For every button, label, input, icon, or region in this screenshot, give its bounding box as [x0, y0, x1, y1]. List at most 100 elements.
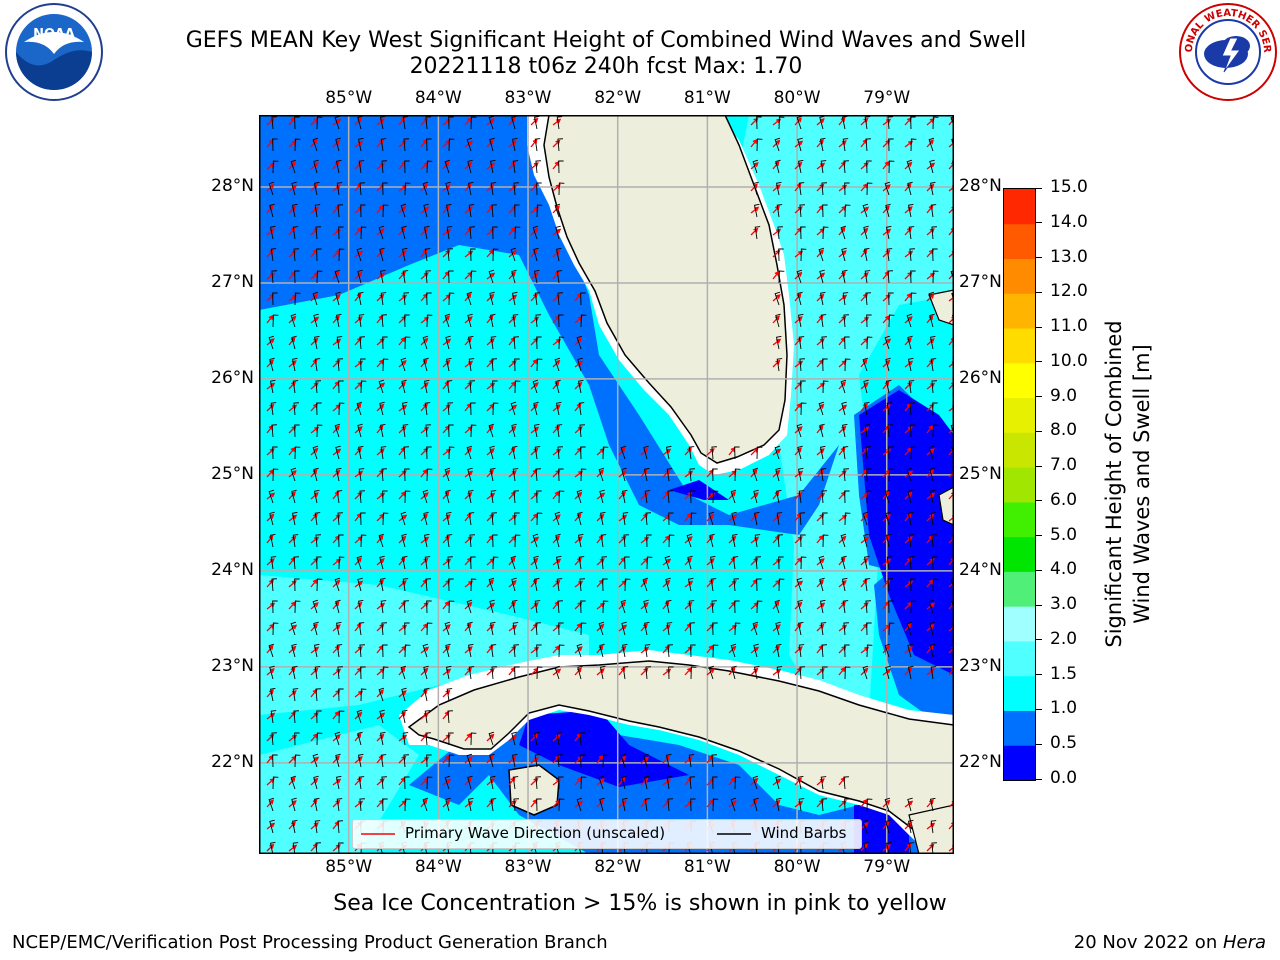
wind-barb [492, 534, 498, 548]
wind-barb [272, 160, 279, 174]
wind-barb [796, 269, 803, 284]
colorbar-band [1004, 640, 1035, 677]
wind-barb [514, 666, 520, 680]
wind-barb [290, 467, 297, 482]
wind-barb [378, 533, 385, 548]
wind-barb [467, 181, 474, 196]
wind-barb [356, 555, 363, 570]
wind-barb [358, 160, 365, 174]
wind-barb [577, 357, 583, 372]
wind-barb [775, 467, 781, 482]
andros-land [938, 486, 954, 526]
wind-barb [270, 248, 277, 262]
colorbar-tick-label: 7.0 [1050, 455, 1078, 476]
wind-barb [467, 775, 473, 790]
wave-direction-arrow [750, 492, 759, 500]
wind-barb [270, 402, 277, 416]
wave-direction-arrow [266, 534, 274, 544]
wind-barb [712, 468, 718, 482]
wind-barb [775, 643, 782, 658]
wave-direction-arrow [794, 140, 804, 148]
wave-direction-arrow [398, 556, 406, 566]
colorbar-tick-label: 13.0 [1050, 246, 1088, 267]
wind-barb [423, 687, 430, 702]
wind-barb [929, 181, 936, 196]
wind-barb [490, 490, 497, 504]
wave-direction-arrow [640, 756, 650, 764]
wind-barb [491, 204, 497, 218]
wind-barb [489, 159, 496, 174]
wind-barb [534, 754, 541, 768]
wave-direction-arrow [266, 314, 274, 324]
wind-barb [580, 314, 587, 328]
wind-barb [753, 797, 759, 812]
wind-barb [756, 138, 763, 152]
wind-barb [335, 291, 341, 306]
wind-barb [866, 182, 873, 196]
wind-barb [866, 622, 872, 636]
wind-barb [313, 313, 319, 328]
wind-barb [448, 424, 454, 438]
wave-direction-arrow [904, 800, 914, 808]
wave-direction-arrow [288, 404, 298, 412]
wind-barb [799, 358, 805, 372]
wind-barb [555, 555, 562, 570]
wind-barb [535, 160, 541, 174]
wind-barb [731, 511, 737, 526]
wind-barb [467, 159, 473, 174]
wave-direction-arrow [904, 250, 914, 258]
wind-barb [423, 511, 429, 526]
wind-barb [359, 336, 365, 350]
wind-barb [357, 445, 364, 460]
wave-direction-arrow [398, 666, 406, 676]
wind-barb [272, 622, 279, 636]
wind-barb [272, 314, 279, 328]
wind-barb [334, 577, 341, 592]
wave-direction-arrow [904, 381, 913, 390]
wind-barb [862, 357, 869, 372]
wind-barb [293, 402, 299, 416]
wind-barb [514, 380, 521, 394]
wind-barb [910, 446, 917, 460]
wind-barb [931, 534, 937, 548]
wind-barb [512, 468, 519, 482]
wind-barb [643, 621, 650, 636]
wind-barb [338, 402, 345, 416]
lon-label-top: 85°W [325, 88, 373, 108]
wind-barb [712, 622, 718, 636]
wave-direction-arrow [288, 535, 297, 544]
wind-barb [666, 468, 673, 482]
wind-barb [557, 292, 563, 306]
wave-direction-arrow [354, 402, 362, 412]
wave-direction-arrow [310, 798, 318, 808]
wind-barb [843, 776, 849, 790]
wave-direction-arrow [926, 139, 934, 148]
wind-barb [800, 248, 807, 262]
wind-barb [686, 533, 693, 548]
wind-barb [313, 467, 319, 482]
wind-barb [932, 270, 939, 284]
wave-direction-arrow [442, 600, 450, 610]
wind-barb [514, 358, 520, 372]
lat-label-left: 26°N [211, 367, 254, 388]
wave-direction-arrow [948, 381, 954, 390]
wind-barb [269, 511, 275, 526]
wave-direction-arrow [948, 491, 954, 500]
wind-barb [381, 314, 387, 328]
wind-barb [862, 819, 869, 834]
wind-barb [444, 467, 451, 482]
wind-barb [558, 798, 565, 812]
wind-barb [844, 336, 850, 350]
wave-direction-arrow [552, 205, 560, 214]
wind-barb [316, 116, 323, 130]
wind-barb [467, 621, 473, 636]
wind-barb [840, 225, 847, 240]
wind-barb [533, 423, 540, 438]
nws-logo: NATIONAL WEATHER SERVICE [1174, 0, 1278, 102]
wind-barb [338, 842, 344, 854]
wind-barb [379, 269, 386, 284]
wind-barb [338, 556, 345, 570]
wind-barb [930, 358, 937, 372]
wind-barb [511, 269, 517, 284]
wind-barb [775, 489, 782, 504]
